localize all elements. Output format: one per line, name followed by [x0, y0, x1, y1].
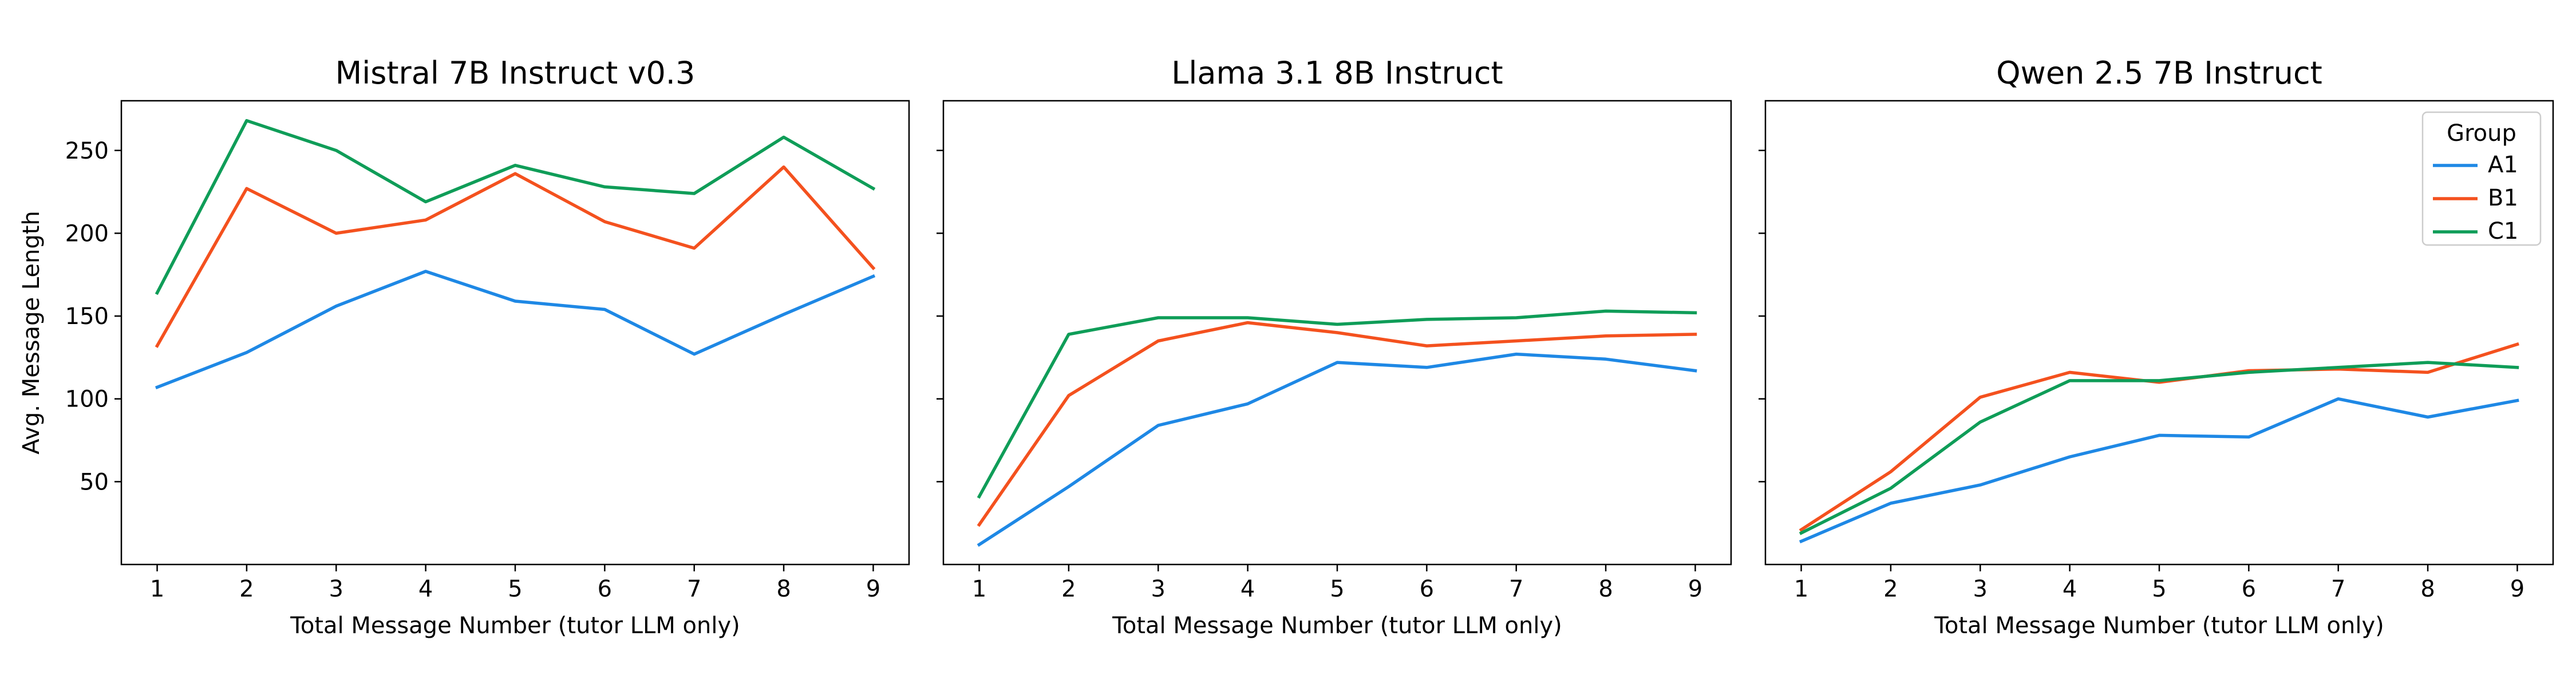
- x-tick-label: 2: [1883, 576, 1898, 602]
- x-tick-label: 7: [2331, 576, 2345, 602]
- x-tick-label: 1: [1794, 576, 1808, 602]
- x-tick-label: 9: [866, 576, 880, 602]
- x-tick-label: 1: [150, 576, 164, 602]
- x-tick-label: 5: [2152, 576, 2166, 602]
- y-axis-label: Avg. Message Length: [18, 211, 45, 455]
- x-tick-label: 6: [2242, 576, 2256, 602]
- x-tick-label: 6: [1420, 576, 1434, 602]
- legend-title: Group: [2447, 120, 2516, 147]
- x-tick-label: 7: [1509, 576, 1523, 602]
- panels: Mistral 7B Instruct v0.31 2 3 4 5 6 7 8 95010015…: [65, 55, 2554, 639]
- plot-area: [1765, 101, 2553, 564]
- series-line-c1: [155, 119, 876, 295]
- x-tick-label: 5: [508, 576, 522, 602]
- panel-title: Mistral 7B Instruct v0.3: [335, 55, 696, 91]
- x-tick-label: 7: [687, 576, 701, 602]
- legend-box: [2421, 111, 2542, 246]
- y-tick-label: 150: [65, 303, 109, 330]
- panel-1: Mistral 7B Instruct v0.3 1 2 3 4 5 6 7 8 9 50 100 15…: [65, 55, 910, 639]
- x-tick-label: 6: [598, 576, 612, 602]
- y-tick-label: 50: [80, 469, 109, 495]
- y-tick-label: 100: [65, 386, 109, 413]
- x-tick-label: 4: [2063, 576, 2077, 602]
- x-axis-label: Total Message Number (tutor LLM only): [290, 613, 740, 639]
- panel-title: Qwen 2.5 7B Instruct: [1996, 55, 2322, 91]
- panel-3: Qwen 2.5 7B Instruct 1 2 3 4 5 6 7 8 9 Total Messa…: [1759, 55, 2554, 639]
- x-tick-label: 8: [776, 576, 791, 602]
- legend: Group A1 B1 C1: [2421, 111, 2542, 246]
- series-line-c1: [1799, 361, 2519, 535]
- x-tick-label: 2: [239, 576, 254, 602]
- x-tick-label: 8: [2420, 576, 2435, 602]
- x-tick-label: 4: [418, 576, 433, 602]
- x-tick-label: 4: [1240, 576, 1255, 602]
- series-line-a1: [155, 270, 876, 390]
- series-line-a1: [1799, 397, 2519, 544]
- panel-title: Llama 3.1 8B Instruct: [1171, 55, 1503, 91]
- plot-frame: [942, 100, 1732, 566]
- x-tick-label: 2: [1061, 576, 1076, 602]
- x-tick-label: 9: [2510, 576, 2524, 602]
- x-tick-label: 5: [1330, 576, 1344, 602]
- series-line-b1: [977, 321, 1697, 527]
- x-tick-label: 1: [972, 576, 986, 602]
- x-axis-label: Total Message Number (tutor LLM only): [1112, 613, 1562, 639]
- y-tick-label: 250: [65, 138, 109, 164]
- series-line-b1: [155, 165, 876, 348]
- x-tick-label: 3: [1973, 576, 1988, 602]
- series-line-b1: [1799, 342, 2519, 532]
- plot-frame: [1764, 100, 2554, 566]
- series-line-c1: [977, 309, 1697, 499]
- x-tick-label: 3: [1151, 576, 1165, 602]
- x-tick-label: 8: [1598, 576, 1613, 602]
- x-tick-label: 3: [329, 576, 343, 602]
- x-tick-label: 9: [1688, 576, 1702, 602]
- plot-frame: [120, 100, 910, 566]
- series-line-a1: [977, 352, 1697, 547]
- x-axis-label: Total Message Number (tutor LLM only): [1934, 613, 2384, 639]
- y-tick-label: 200: [65, 220, 109, 247]
- legend-label-c1: C1: [2488, 218, 2518, 244]
- panel-2: Llama 3.1 8B Instruct 1 2 3 4 5 6 7 8 9 Total Mess…: [937, 55, 1732, 639]
- legend-label-a1: A1: [2488, 152, 2518, 178]
- plot-area: [121, 101, 909, 564]
- legend-label-b1: B1: [2488, 185, 2518, 211]
